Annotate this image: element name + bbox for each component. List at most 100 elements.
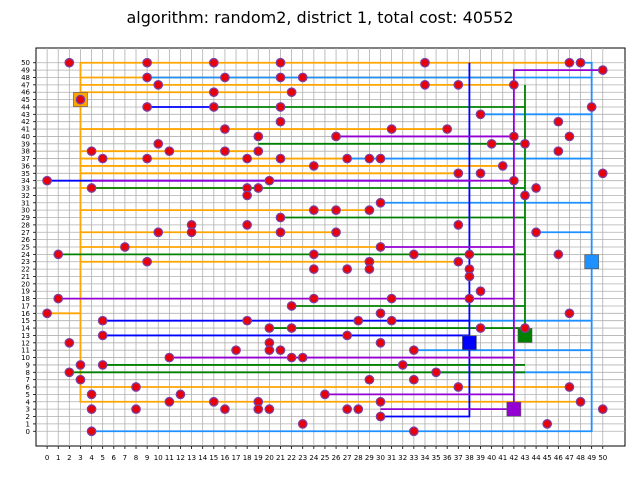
house-marker: [208, 87, 219, 98]
y-tick-label: 39: [21, 140, 30, 148]
house-marker: [297, 352, 308, 363]
y-tick-label: 38: [21, 148, 30, 156]
house-marker: [420, 80, 430, 90]
y-tick-label: 43: [21, 111, 30, 119]
house-marker: [186, 227, 197, 238]
house-marker: [542, 419, 553, 429]
house-marker: [353, 404, 364, 414]
house-marker: [164, 396, 175, 407]
house-marker: [97, 315, 108, 326]
house-marker: [286, 352, 297, 363]
y-tick-label: 4: [26, 398, 31, 406]
x-tick-label: 36: [443, 454, 452, 462]
y-tick-label: 9: [26, 361, 30, 369]
house-marker: [142, 153, 152, 164]
x-tick-label: 9: [145, 454, 149, 462]
y-tick-label: 26: [21, 236, 30, 244]
house-marker: [408, 249, 419, 260]
x-tick-label: 14: [198, 454, 207, 462]
house-marker: [308, 205, 319, 215]
house-marker: [475, 109, 486, 120]
cable-line: [512, 69, 603, 410]
house-marker: [520, 190, 530, 201]
y-tick-label: 2: [26, 413, 30, 421]
house-marker: [331, 131, 341, 142]
house-marker: [564, 308, 575, 319]
house-marker: [75, 360, 86, 370]
house-marker: [131, 404, 141, 414]
house-marker: [308, 293, 319, 304]
y-tick-label: 28: [21, 221, 30, 229]
house-marker: [97, 153, 108, 164]
house-marker: [597, 168, 608, 179]
x-tick-label: 35: [432, 454, 441, 462]
house-marker: [331, 227, 341, 238]
house-marker: [453, 168, 464, 179]
y-tick-label: 35: [21, 170, 30, 178]
house-marker: [275, 72, 286, 83]
house-marker: [375, 337, 386, 348]
house-marker: [64, 337, 75, 348]
cable-line: [79, 61, 570, 100]
x-tick-label: 43: [521, 454, 530, 462]
house-marker: [275, 345, 286, 356]
house-marker: [386, 315, 397, 326]
y-tick-label: 10: [21, 354, 30, 362]
y-tick-label: 7: [26, 376, 30, 384]
house-marker: [564, 131, 575, 142]
house-marker: [308, 161, 319, 171]
x-tick-label: 16: [220, 454, 229, 462]
house-marker: [286, 87, 297, 98]
y-tick-label: 31: [21, 199, 30, 207]
house-marker: [86, 404, 97, 414]
x-tick-label: 24: [309, 454, 318, 462]
house-marker: [153, 227, 164, 238]
house-marker: [253, 146, 264, 157]
house-marker: [131, 382, 141, 392]
x-tick-label: 15: [209, 454, 218, 462]
house-marker: [275, 102, 286, 112]
house-marker: [75, 374, 86, 385]
house-marker: [242, 153, 253, 164]
house-marker: [275, 116, 286, 127]
y-tick-label: 30: [21, 207, 30, 215]
house-marker: [564, 57, 575, 68]
house-marker: [220, 124, 230, 134]
house-marker: [253, 183, 264, 193]
y-tick-label: 23: [21, 258, 30, 266]
x-tick-label: 37: [454, 454, 463, 462]
house-marker: [386, 293, 397, 304]
house-marker: [297, 72, 308, 83]
y-tick-label: 1: [26, 420, 30, 428]
x-tick-label: 42: [509, 454, 518, 462]
house-marker: [375, 411, 386, 422]
house-marker: [142, 57, 152, 68]
x-tick-label: 50: [598, 454, 607, 462]
y-tick-label: 33: [21, 185, 30, 193]
y-tick-label: 0: [26, 428, 30, 436]
house-marker: [320, 389, 330, 400]
battery-marker: [584, 254, 599, 270]
x-tick-label: 10: [154, 454, 163, 462]
house-marker: [220, 72, 230, 83]
y-tick-label: 27: [21, 229, 30, 237]
x-tick-label: 44: [532, 454, 541, 462]
house-marker: [520, 138, 530, 149]
house-marker: [86, 183, 97, 193]
house-marker: [509, 80, 519, 90]
y-tick-label: 36: [21, 162, 30, 170]
house-marker: [575, 57, 586, 68]
battery-marker: [506, 401, 522, 417]
x-tick-label: 18: [243, 454, 252, 462]
house-marker: [75, 94, 86, 105]
house-marker: [220, 146, 230, 157]
house-marker: [253, 404, 264, 414]
y-tick-label: 34: [21, 177, 30, 185]
x-tick-label: 46: [554, 454, 563, 462]
house-marker: [453, 80, 464, 90]
house-marker: [364, 374, 375, 385]
x-tick-label: 48: [576, 454, 585, 462]
house-marker: [586, 102, 597, 112]
x-tick-label: 3: [78, 454, 82, 462]
house-marker: [420, 57, 430, 68]
